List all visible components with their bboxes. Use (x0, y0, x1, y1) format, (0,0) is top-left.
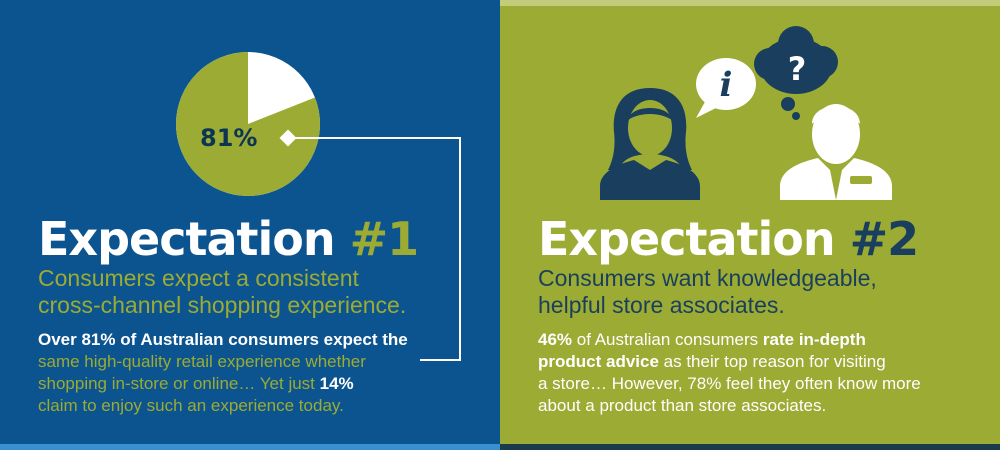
info-glyph: i (720, 65, 733, 105)
info-bubble-icon: i (696, 58, 756, 118)
bottom-accent-strip-left (0, 444, 500, 450)
body-line: about a product than store associates. (538, 396, 827, 415)
pie-percent-label: 81% (200, 124, 258, 152)
connector-line (288, 137, 461, 361)
body-text-span: shopping in-store or online… Yet just (38, 374, 320, 393)
body-text-span: of Australian consumers (572, 330, 763, 349)
heading-number: #2 (849, 212, 920, 266)
expectation-1-body: Over 81% of Australian consumers expect … (38, 329, 408, 417)
body-line: shopping in-store or online… Yet just 14… (38, 373, 408, 395)
connector-diamond (279, 129, 297, 147)
body-line: same high-quality retail experience whet… (38, 352, 366, 371)
expectation-2-subhead: Consumers want knowledgeable, helpful st… (538, 265, 877, 319)
body-line: a store… However, 78% feel they often kn… (538, 374, 921, 393)
expectation-2-panel: i ? Expectation #2 (500, 0, 1000, 450)
body-line: 46% of Australian consumers rate in-dept… (538, 329, 921, 351)
body-highlight: product advice (538, 352, 659, 371)
expectation-1-panel: 81% Expectation #1 Consumers expect a co… (0, 0, 500, 450)
pie-81-percent-slice (175, 52, 320, 196)
heading-word: Expectation (38, 212, 350, 266)
body-line: Over 81% of Australian consumers expect … (38, 329, 408, 351)
body-line: product advice as their top reason for v… (538, 351, 921, 373)
expectation-1-heading: Expectation #1 (38, 212, 420, 266)
subhead-line: Consumers want knowledgeable, (538, 265, 877, 291)
question-cloud-icon: ? (754, 26, 838, 120)
illustration: i ? (600, 26, 892, 200)
expectation-2-heading: Expectation #2 (538, 212, 920, 266)
body-line: claim to enjoy such an experience today. (38, 396, 344, 415)
body-text-span: of Australian consumers expect the (115, 330, 408, 349)
store-associate-icon (780, 104, 892, 200)
question-glyph: ? (788, 50, 807, 88)
body-highlight: Over 81% (38, 330, 116, 349)
body-highlight: 14% (319, 374, 354, 393)
heading-number: #1 (349, 212, 420, 266)
body-highlight: rate in-depth (762, 330, 866, 349)
heading-word: Expectation (538, 212, 850, 266)
subhead-line: Consumers expect a consistent (38, 265, 359, 291)
body-text-span: as their top reason for visiting (658, 352, 886, 371)
expectation-1-subhead: Consumers expect a consistent cross-chan… (38, 265, 406, 319)
expectation-2-body: 46% of Australian consumers rate in-dept… (538, 329, 921, 417)
pie-chart (175, 52, 461, 361)
bottom-accent-strip-right (500, 444, 1000, 450)
body-highlight: 46% (538, 330, 573, 349)
subhead-line: helpful store associates. (538, 292, 785, 318)
subhead-line: cross-channel shopping experience. (38, 292, 407, 318)
customer-woman-icon (600, 88, 700, 200)
top-accent-strip (500, 0, 1000, 6)
